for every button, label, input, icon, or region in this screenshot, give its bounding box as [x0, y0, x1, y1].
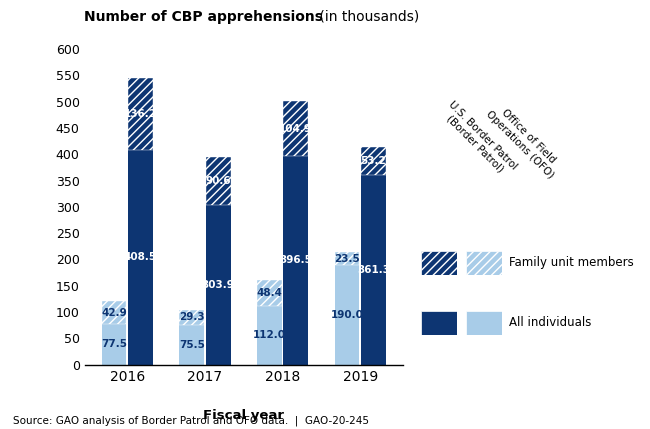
Bar	[335, 265, 359, 365]
Bar	[128, 78, 153, 150]
Text: Family unit members: Family unit members	[508, 256, 633, 269]
Text: 361.3: 361.3	[357, 265, 390, 275]
Text: 190.0: 190.0	[331, 310, 363, 320]
Text: All individuals: All individuals	[508, 316, 591, 329]
Bar	[257, 306, 282, 365]
Bar	[361, 175, 386, 365]
Text: 90.6: 90.6	[205, 176, 231, 186]
X-axis label: Fiscal year: Fiscal year	[203, 408, 284, 422]
Bar	[205, 205, 231, 365]
Text: (in thousands): (in thousands)	[315, 9, 419, 24]
Text: Office of Field
Operations (OFO): Office of Field Operations (OFO)	[484, 100, 564, 180]
Bar	[361, 147, 386, 175]
Text: 42.9: 42.9	[101, 308, 127, 317]
Bar	[283, 101, 308, 156]
Bar	[283, 156, 308, 365]
Bar	[101, 324, 127, 365]
Text: 303.9: 303.9	[202, 280, 235, 290]
Bar	[205, 157, 231, 205]
Bar	[179, 310, 204, 325]
Text: Number of CBP apprehensions: Number of CBP apprehensions	[84, 9, 324, 24]
Text: 29.3: 29.3	[179, 312, 205, 322]
Text: 23.5: 23.5	[334, 254, 360, 263]
Bar	[101, 301, 127, 324]
Text: 53.2: 53.2	[361, 156, 386, 166]
Text: 104.9: 104.9	[280, 124, 312, 133]
Text: Source: GAO analysis of Border Patrol and OFO data.  |  GAO-20-245: Source: GAO analysis of Border Patrol an…	[13, 415, 369, 426]
Bar	[257, 280, 282, 306]
Text: 408.5: 408.5	[124, 252, 157, 262]
Text: U.S. Border Patrol
(Border Patrol): U.S. Border Patrol (Border Patrol)	[439, 100, 519, 180]
Bar	[128, 150, 153, 365]
Text: 48.4: 48.4	[256, 288, 282, 298]
Bar	[179, 325, 204, 365]
Text: 75.5: 75.5	[179, 340, 205, 350]
Text: 77.5: 77.5	[101, 339, 127, 349]
Text: 136.2: 136.2	[124, 109, 157, 119]
Text: 396.5: 396.5	[280, 255, 312, 266]
Text: 112.0: 112.0	[253, 330, 286, 340]
Bar	[335, 252, 359, 265]
